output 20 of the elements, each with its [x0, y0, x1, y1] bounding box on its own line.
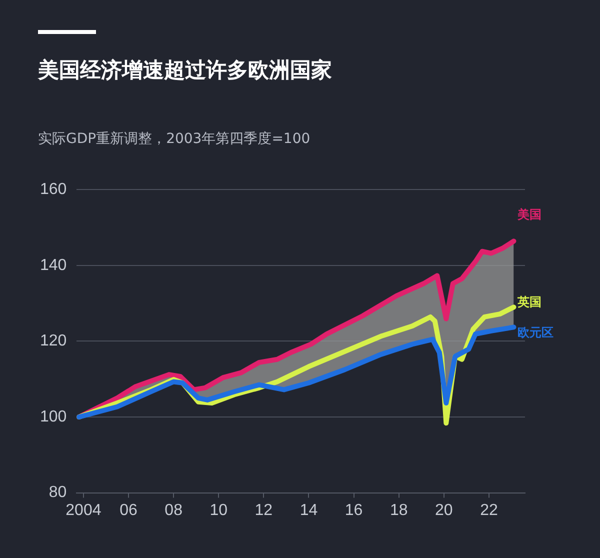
y-tick-label: 160 — [40, 181, 67, 198]
x-tick-label: 12 — [254, 502, 273, 519]
series-label: 英国 — [516, 295, 542, 310]
x-tick-label: 20 — [435, 502, 453, 519]
series-label: 欧元区 — [518, 325, 554, 340]
chart-subtitle: 实际GDP重新调整，2003年第四季度=100 — [38, 130, 310, 148]
x-tick-label: 22 — [480, 502, 498, 519]
y-tick-label: 80 — [48, 484, 67, 502]
y-tick-label: 140 — [40, 256, 67, 274]
x-tick-label: 08 — [164, 502, 183, 519]
series-label: 美国 — [516, 207, 542, 222]
x-tick-label: 06 — [120, 502, 138, 519]
x-tick-label: 16 — [344, 502, 363, 519]
y-tick-label: 100 — [40, 408, 67, 426]
chart-title: 美国经济增速超过许多欧洲国家 — [38, 57, 332, 84]
y-tick-label: 120 — [40, 332, 67, 350]
x-tick-label: 10 — [210, 502, 228, 519]
x-tick-label: 14 — [300, 502, 318, 519]
x-tick-label: 2004 — [66, 502, 102, 519]
x-tick-label: 18 — [390, 502, 408, 519]
